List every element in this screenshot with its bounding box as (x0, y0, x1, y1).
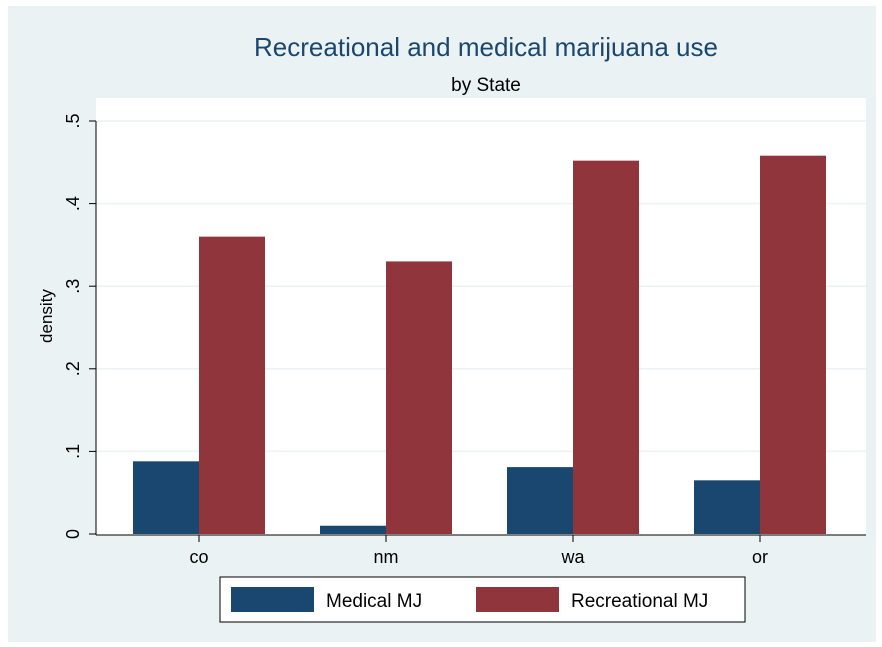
legend-label-medical: Medical MJ (326, 591, 422, 612)
x-axis: co nm wa or (96, 534, 866, 567)
chart-title: Recreational and medical marijuana use (254, 32, 718, 62)
chart-subtitle: by State (451, 75, 521, 96)
x-tick-label-co: co (189, 547, 208, 567)
legend-label-recreational: Recreational MJ (571, 591, 708, 612)
y-tick-label: .4 (63, 196, 83, 211)
y-tick-label: .3 (63, 279, 83, 294)
legend-swatch-medical (231, 587, 314, 612)
x-tick-label-or: or (752, 547, 768, 567)
bar-medical-mj-co (133, 461, 199, 534)
bar-recreational-mj-or (760, 155, 826, 534)
legend: Medical MJ Recreational MJ (219, 576, 746, 623)
bar-medical-mj-or (694, 480, 760, 534)
bar-recreational-mj-wa (573, 160, 639, 534)
y-tick-label: 0 (63, 529, 83, 539)
legend-swatch-recreational (476, 587, 559, 612)
bar-medical-mj-wa (507, 467, 573, 534)
y-axis: 0 .1 .2 .3 .4 .5 (63, 113, 97, 539)
bar-recreational-mj-co (199, 236, 265, 534)
bars (133, 155, 826, 534)
y-tick-label: .1 (63, 444, 83, 459)
y-tick-label: .5 (63, 113, 83, 128)
bar-medical-mj-nm (320, 525, 386, 534)
x-tick-label-nm: nm (373, 547, 398, 567)
y-axis-label: density (37, 289, 56, 343)
y-tick-label: .2 (63, 361, 83, 376)
bar-recreational-mj-nm (386, 261, 452, 534)
x-tick-label-wa: wa (560, 547, 585, 567)
